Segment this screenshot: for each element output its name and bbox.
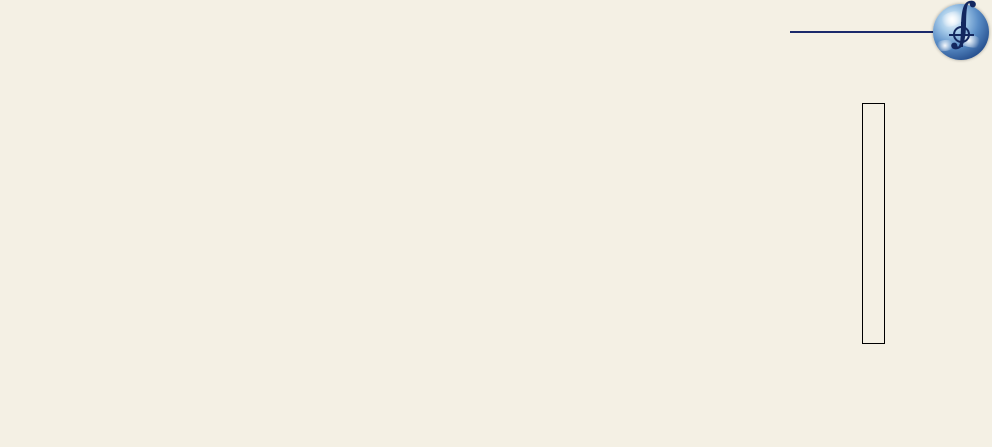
colorbar-gradient	[862, 103, 885, 344]
water-vapor-world-map	[38, 68, 762, 420]
logo-underline	[790, 31, 942, 33]
crosshair-icon	[949, 22, 974, 47]
integral-icon: ∫	[950, 0, 978, 53]
crosshair-line	[960, 22, 963, 47]
earth-globe-icon: ∫	[933, 0, 989, 60]
